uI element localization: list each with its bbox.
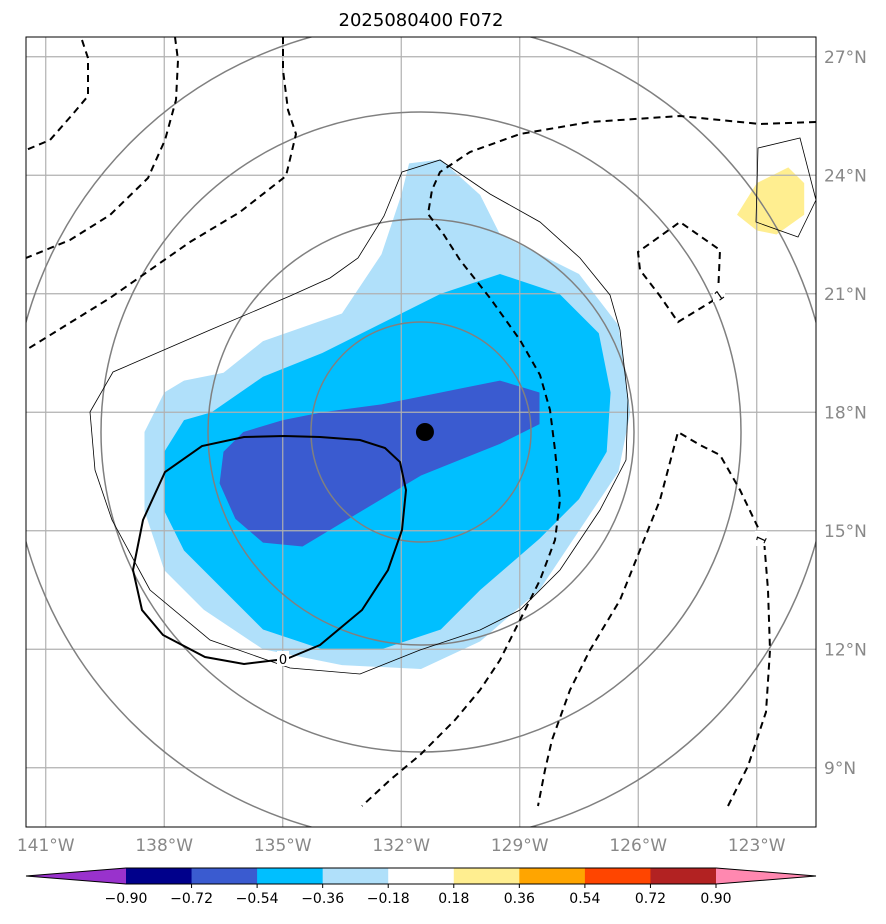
shaded-region-3 xyxy=(737,167,805,235)
contour-label-bg xyxy=(277,651,289,666)
colorbar-segment xyxy=(650,868,717,884)
x-tick-label: 132°W xyxy=(372,836,430,856)
x-axis-ticks: 141°W 138°W 135°W 132°W 129°W 126°W 123°W xyxy=(17,836,786,856)
colorbar-tick-label: 0.72 xyxy=(635,891,666,907)
colorbar-segment xyxy=(191,868,258,884)
dashed-contour-4 xyxy=(361,114,816,807)
y-axis-ticks: 27°N 24°N 21°N 18°N 15°N 12°N 9°N xyxy=(824,48,867,779)
y-tick-label: 27°N xyxy=(824,48,867,68)
outline-contour-east xyxy=(755,137,816,238)
contour-lines xyxy=(26,37,816,827)
colorbar-outline xyxy=(25,867,817,885)
colorbar-tick-label: 0.36 xyxy=(504,891,535,907)
colorbar-tick-label: −0.54 xyxy=(236,891,279,907)
dashed-contour-2 xyxy=(26,37,180,259)
outline-contour xyxy=(89,159,629,675)
zero-contour xyxy=(131,434,408,666)
contour-label-bg xyxy=(713,287,725,302)
y-tick-label: 21°N xyxy=(824,285,867,305)
colorbar-tick-label: 0.90 xyxy=(700,891,731,907)
x-tick-label: 141°W xyxy=(17,836,75,856)
colorbar-segment xyxy=(519,868,586,884)
y-tick-label: 15°N xyxy=(824,522,867,542)
x-tick-label: 123°W xyxy=(728,836,786,856)
contour-labels: 0 1 1 xyxy=(277,287,771,668)
y-tick-label: 24°N xyxy=(824,166,867,186)
gridlines xyxy=(26,37,816,827)
map-area: 0 1 1 xyxy=(26,37,816,827)
dashed-contour-1 xyxy=(26,39,89,151)
colorbar-segment xyxy=(584,868,651,884)
y-tick-label: 12°N xyxy=(824,640,867,660)
colorbar-segment xyxy=(388,868,455,884)
y-tick-label: 18°N xyxy=(824,403,867,423)
x-tick-label: 126°W xyxy=(609,836,667,856)
colorbar-extend-high xyxy=(716,868,816,884)
y-tick-label: 9°N xyxy=(824,759,856,779)
gray-contour-ring-2 xyxy=(207,218,635,646)
shaded-fills xyxy=(144,159,805,669)
colorbar-segment xyxy=(322,868,389,884)
map-frame xyxy=(25,36,817,828)
shaded-region-2 xyxy=(219,380,540,547)
contour-label-bg xyxy=(755,531,767,546)
colorbar-tick-label: 0.54 xyxy=(569,891,600,907)
storm-center-marker xyxy=(415,423,434,441)
colorbar-tick-label: −0.18 xyxy=(367,891,410,907)
colorbar-extend-low xyxy=(26,868,126,884)
colorbar-segment xyxy=(453,868,520,884)
x-tick-label: 129°W xyxy=(491,836,549,856)
colorbar-tick-label: −0.36 xyxy=(301,891,344,907)
colorbar: −0.90 −0.72 −0.54 −0.36 −0.18 0.18 0.36 0.54 0.7… xyxy=(25,867,817,907)
colorbar-tick-label: −0.90 xyxy=(105,891,148,907)
colorbar-tick-label: −0.72 xyxy=(170,891,213,907)
colorbar-segment xyxy=(126,868,193,884)
colorbar-segment xyxy=(257,868,324,884)
x-tick-label: 138°W xyxy=(135,836,193,856)
contour-label-zero: 0 xyxy=(279,653,287,668)
colorbar-tick-label: 0.18 xyxy=(438,891,469,907)
gray-contour-ring-3 xyxy=(100,111,742,753)
x-tick-label: 135°W xyxy=(254,836,312,856)
chart-title: 2025080400 F072 xyxy=(339,10,504,31)
dashed-contour-5 xyxy=(636,220,722,324)
gray-contour-ring-1 xyxy=(310,321,532,543)
